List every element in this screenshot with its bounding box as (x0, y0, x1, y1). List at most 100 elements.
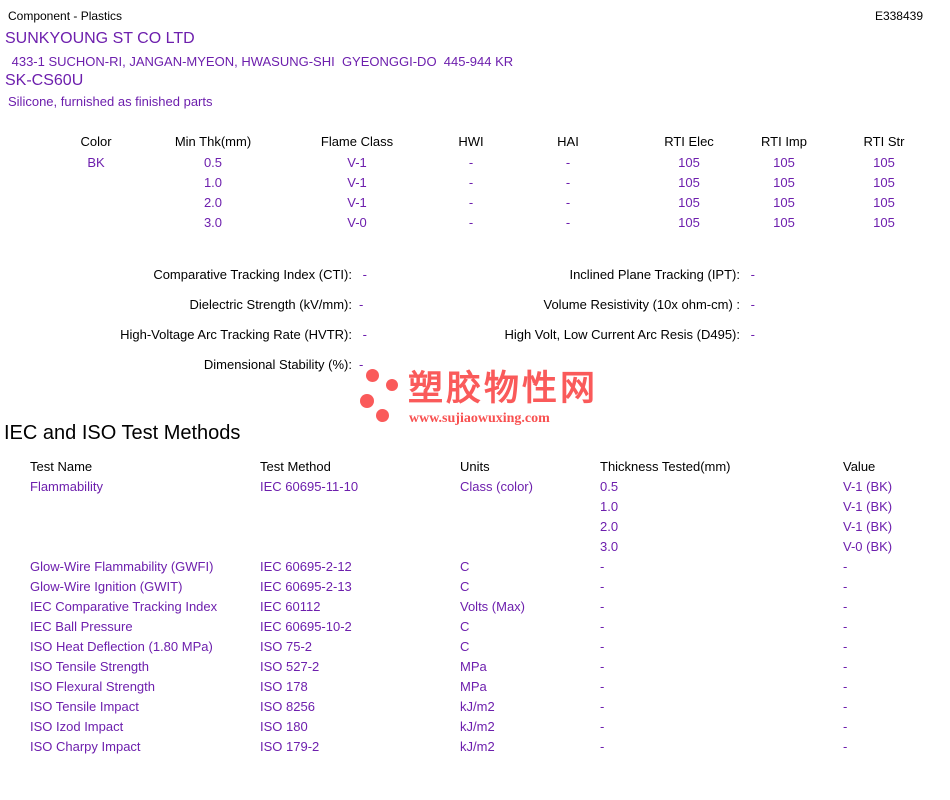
company-name: SUNKYOUNG ST CO LTD (5, 30, 195, 47)
ratings-cell: 105 (773, 175, 795, 190)
ratings-cell: 105 (873, 175, 895, 190)
property-label: Dimensional Stability (%): (203, 357, 352, 372)
methods-row: Flammability IEC 60695-11-10 Class (colo… (0, 478, 950, 498)
ratings-cell: 3.0 (203, 215, 223, 230)
ratings-cell: BK (87, 155, 105, 170)
property-label: High-Voltage Arc Tracking Rate (HVTR): (120, 327, 352, 342)
logo-dot-icon (386, 379, 398, 391)
units-cell: Volts (Max) (460, 599, 526, 614)
thickness-cell: - (600, 579, 605, 594)
property-row: Volume Resistivity (10x ohm-cm) : - (0, 298, 755, 312)
logo-dot-icon (360, 394, 374, 408)
ratings-column-header: RTI Str (863, 134, 905, 149)
section-title-iec-iso: IEC and ISO Test Methods (4, 422, 241, 444)
property-row: Comparative Tracking Index (CTI): - (0, 268, 367, 282)
thickness-cell: - (600, 619, 605, 634)
property-row: Inclined Plane Tracking (IPT): - (0, 267, 754, 282)
value-cell: - (843, 639, 848, 654)
thickness-cell: 1.0 (600, 499, 619, 514)
thickness-cell: 2.0 (600, 519, 619, 534)
thickness-cell: - (600, 599, 605, 614)
value-cell: - (843, 719, 848, 734)
units-cell: Class (color) (460, 479, 533, 494)
ratings-cell: - (565, 195, 571, 210)
value-cell: - (843, 679, 848, 694)
property-value: - (359, 357, 364, 372)
ratings-cell: V-1 (347, 155, 367, 170)
ul-file-number: E338439 (874, 9, 923, 23)
methods-column-header: Test Method (260, 459, 331, 474)
units-cell: C (460, 579, 470, 594)
company-address: 433-1 SUCHON-RI, JANGAN-MYEON, HWASUNG-S… (8, 54, 514, 69)
ratings-cell (40, 173, 152, 193)
ratings-cell: V-1 (347, 195, 367, 210)
methods-row: 2.0 V-1 (BK) (0, 518, 950, 538)
ratings-cell: 105 (873, 195, 895, 210)
value-cell: - (843, 739, 848, 754)
property-row: Dielectric Strength (kV/mm): - (0, 298, 363, 312)
methods-column-header: Thickness Tested(mm) (600, 459, 731, 474)
test-method-cell: ISO 8256 (260, 699, 315, 714)
test-name-cell: Flammability (30, 479, 103, 494)
value-cell: - (843, 599, 848, 614)
ratings-table: Color Min Thk(mm) Flame Class HWI HAI RT… (40, 131, 944, 233)
test-method-cell: ISO 180 (260, 719, 308, 734)
ratings-cell: 2.0 (203, 195, 223, 210)
ratings-cell: - (565, 155, 571, 170)
ratings-cell: V-0 (347, 215, 367, 230)
test-method-cell: IEC 60695-2-12 (260, 559, 352, 574)
ratings-cell: 105 (678, 155, 700, 170)
ratings-column-header: Flame Class (320, 134, 394, 149)
methods-header-row: Test Name Test Method Units Thickness Te… (0, 458, 950, 478)
methods-row: 1.0 V-1 (BK) (0, 498, 950, 518)
methods-column-header: Value (843, 459, 876, 474)
methods-row: ISO Flexural Strength ISO 178 MPa - - (0, 678, 950, 698)
value-cell: V-1 (BK) (843, 499, 893, 514)
property-value: - (359, 267, 367, 282)
watermark-site-name: 塑胶物性网 (408, 369, 599, 408)
value-cell: - (843, 619, 848, 634)
test-name-cell: ISO Heat Deflection (1.80 MPa) (30, 639, 213, 654)
ratings-cell: 105 (873, 215, 895, 230)
thickness-cell: - (600, 559, 605, 574)
property-label: Inclined Plane Tracking (IPT): (569, 267, 740, 282)
methods-row: ISO Izod Impact ISO 180 kJ/m2 - - (0, 718, 950, 738)
ratings-cell: 105 (773, 195, 795, 210)
thickness-cell: 3.0 (600, 539, 619, 554)
test-method-cell: ISO 179-2 (260, 739, 320, 754)
ratings-cell: - (565, 175, 571, 190)
document-type-label: Component - Plastics (8, 9, 123, 23)
test-name-cell: Glow-Wire Flammability (GWFI) (30, 559, 214, 574)
property-label: High Volt, Low Current Arc Resis (D495): (504, 327, 740, 342)
ratings-cell: - (565, 215, 571, 230)
ratings-cell (40, 213, 152, 233)
thickness-cell: - (600, 719, 605, 734)
value-cell: - (843, 579, 848, 594)
ratings-cell: 105 (678, 175, 700, 190)
value-cell: - (843, 659, 848, 674)
ratings-cell: 105 (773, 155, 795, 170)
property-value: - (359, 327, 367, 342)
ratings-cell: 105 (873, 155, 895, 170)
ratings-column-header: Color (80, 134, 112, 149)
test-method-cell: ISO 178 (260, 679, 308, 694)
property-row: High Volt, Low Current Arc Resis (D495):… (0, 328, 755, 342)
test-method-cell: ISO 75-2 (260, 639, 313, 654)
property-value: - (747, 327, 755, 342)
property-row: High-Voltage Arc Tracking Rate (HVTR): - (0, 328, 367, 342)
test-name-cell: ISO Tensile Strength (30, 659, 149, 674)
units-cell: C (460, 639, 470, 654)
methods-row: ISO Tensile Impact ISO 8256 kJ/m2 - - (0, 698, 950, 718)
test-name-cell: ISO Flexural Strength (30, 679, 155, 694)
test-method-cell: IEC 60112 (260, 599, 321, 614)
test-name-cell: IEC Ball Pressure (30, 619, 133, 634)
property-label: Dielectric Strength (kV/mm): (189, 297, 352, 312)
ratings-cell (40, 193, 152, 213)
material-description: Silicone, furnished as finished parts (8, 94, 213, 109)
units-cell: kJ/m2 (460, 719, 495, 734)
value-cell: - (843, 699, 848, 714)
value-cell: V-0 (BK) (843, 539, 893, 554)
property-value: - (359, 297, 364, 312)
methods-column-header: Test Name (30, 459, 93, 474)
ratings-column-header: HAI (557, 134, 579, 149)
